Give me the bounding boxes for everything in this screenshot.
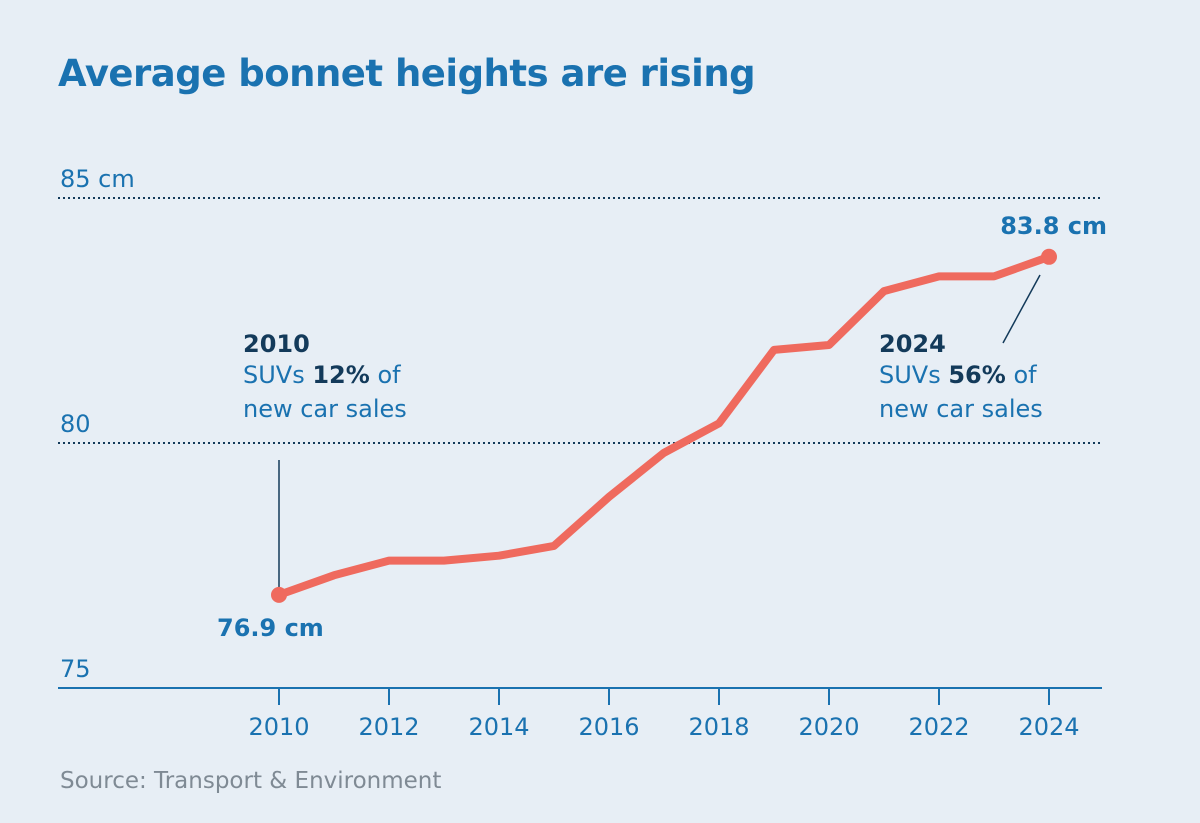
x-axis: 2010 2012 2014 2016 2018 2020 2022 2024: [58, 687, 1102, 741]
grid-layer: 85 cm 80 75: [58, 165, 1102, 683]
annotations: 2010 SUVs 12% of new car sales 2024 SUVs 56%…: [243, 274, 1043, 590]
chart-title: Average bonnet heights are rising: [58, 52, 756, 95]
x-tick-label-2024: 2024: [1018, 713, 1079, 741]
annotation-sales-2024: new car sales: [879, 395, 1043, 423]
x-tick-label-2014: 2014: [468, 713, 529, 741]
annotation-year-2024: 2024: [879, 330, 946, 358]
annotation-year-2010: 2010: [243, 330, 310, 358]
point-label-2010: 76.9 cm: [217, 614, 324, 642]
x-tick-label-2018: 2018: [688, 713, 749, 741]
x-tick-label-2022: 2022: [908, 713, 969, 741]
x-tick-label-2010: 2010: [248, 713, 309, 741]
y-tick-label-85: 85 cm: [60, 165, 135, 193]
source-note: Source: Transport & Environment: [60, 768, 442, 794]
y-tick-label-75: 75: [60, 655, 91, 683]
annotation-share-2024: SUVs 56% of: [879, 361, 1037, 389]
point-labels: 76.9 cm 83.8 cm: [217, 212, 1107, 642]
data-point-2024: [1041, 248, 1057, 265]
series-line: [275, 252, 1053, 599]
annotation-share-2010: SUVs 12% of: [243, 361, 401, 389]
series-layer: [271, 248, 1057, 603]
x-tick-label-2012: 2012: [358, 713, 419, 741]
x-tick-label-2016: 2016: [578, 713, 639, 741]
y-tick-label-80: 80: [60, 410, 91, 438]
annotation-sales-2010: new car sales: [243, 395, 407, 423]
x-tick-label-2020: 2020: [798, 713, 859, 741]
point-label-2024: 83.8 cm: [1000, 212, 1107, 240]
annotation-leader-2024: [1002, 274, 1041, 344]
data-point-2010: [271, 586, 287, 603]
